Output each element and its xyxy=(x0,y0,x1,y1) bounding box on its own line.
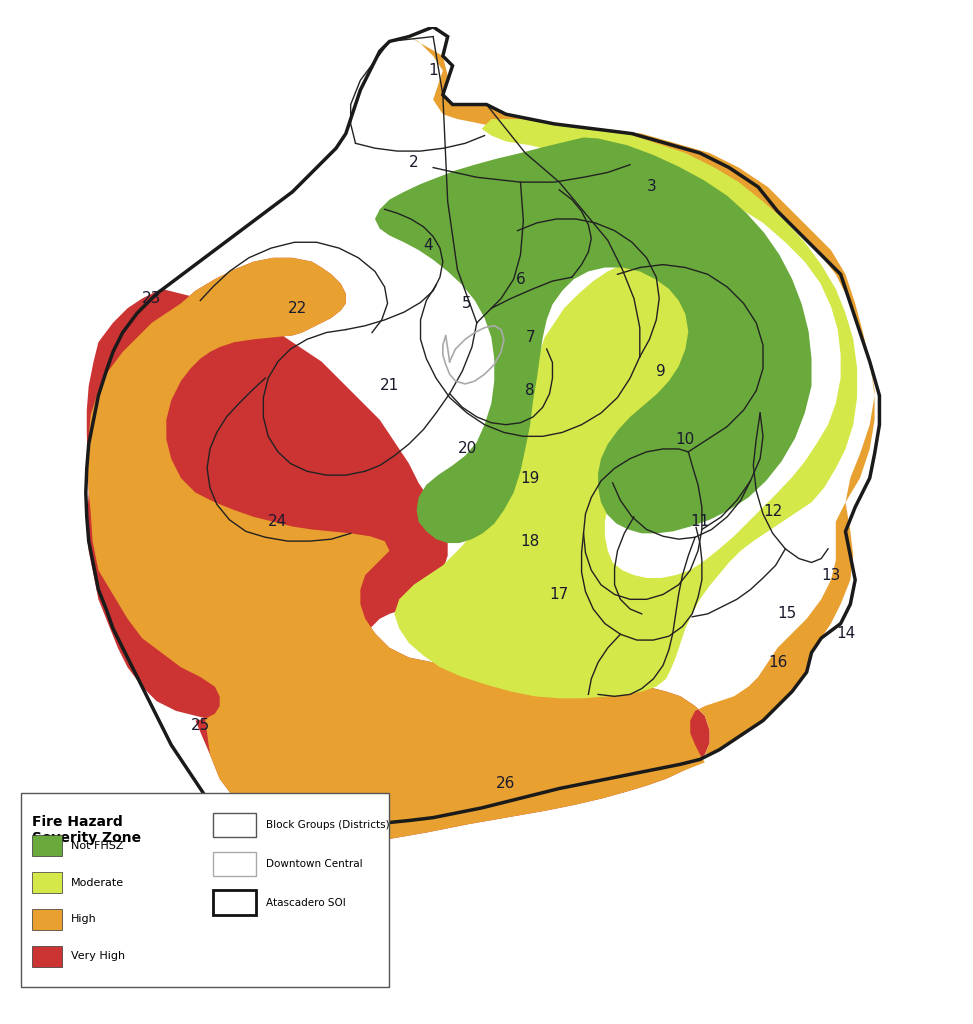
Text: 10: 10 xyxy=(676,432,695,446)
Text: 26: 26 xyxy=(496,776,516,792)
Text: 12: 12 xyxy=(763,505,782,519)
Text: 20: 20 xyxy=(457,441,477,457)
Text: 4: 4 xyxy=(423,238,433,253)
Text: 9: 9 xyxy=(656,364,666,379)
Text: 15: 15 xyxy=(777,606,797,622)
Text: High: High xyxy=(71,914,97,925)
Text: 25: 25 xyxy=(191,718,210,733)
Text: 16: 16 xyxy=(768,655,787,670)
FancyBboxPatch shape xyxy=(20,794,389,987)
FancyBboxPatch shape xyxy=(212,813,256,837)
FancyBboxPatch shape xyxy=(212,852,256,876)
Text: 19: 19 xyxy=(521,471,540,485)
Polygon shape xyxy=(375,137,811,543)
Text: 7: 7 xyxy=(525,330,535,345)
Polygon shape xyxy=(88,37,875,842)
Text: 21: 21 xyxy=(379,379,399,393)
FancyBboxPatch shape xyxy=(32,872,61,893)
Text: Very High: Very High xyxy=(71,951,126,962)
Text: 17: 17 xyxy=(550,587,569,602)
Text: 8: 8 xyxy=(525,383,535,398)
Text: Atascadero SOI: Atascadero SOI xyxy=(266,898,345,908)
Text: 2: 2 xyxy=(409,156,418,170)
Text: 11: 11 xyxy=(690,514,709,529)
Text: 5: 5 xyxy=(462,296,472,311)
Text: Fire Hazard
Severity Zone: Fire Hazard Severity Zone xyxy=(32,815,141,845)
Text: 13: 13 xyxy=(821,567,841,583)
Text: 24: 24 xyxy=(269,514,288,529)
Text: Downtown Central: Downtown Central xyxy=(266,859,363,869)
Text: 6: 6 xyxy=(516,271,525,287)
FancyBboxPatch shape xyxy=(32,909,61,930)
Text: 1: 1 xyxy=(428,63,438,78)
Text: Not FHSZ: Not FHSZ xyxy=(71,841,124,851)
Text: 22: 22 xyxy=(288,301,306,315)
Text: 23: 23 xyxy=(142,291,162,306)
Polygon shape xyxy=(394,119,857,698)
Text: 14: 14 xyxy=(836,626,855,641)
Text: 3: 3 xyxy=(647,179,657,195)
Polygon shape xyxy=(87,289,448,737)
FancyBboxPatch shape xyxy=(212,891,256,914)
FancyBboxPatch shape xyxy=(32,946,61,967)
Polygon shape xyxy=(90,258,709,842)
FancyBboxPatch shape xyxy=(32,836,61,856)
Text: Moderate: Moderate xyxy=(71,878,125,888)
Text: 18: 18 xyxy=(521,534,540,549)
Text: Block Groups (Districts): Block Groups (Districts) xyxy=(266,820,389,830)
